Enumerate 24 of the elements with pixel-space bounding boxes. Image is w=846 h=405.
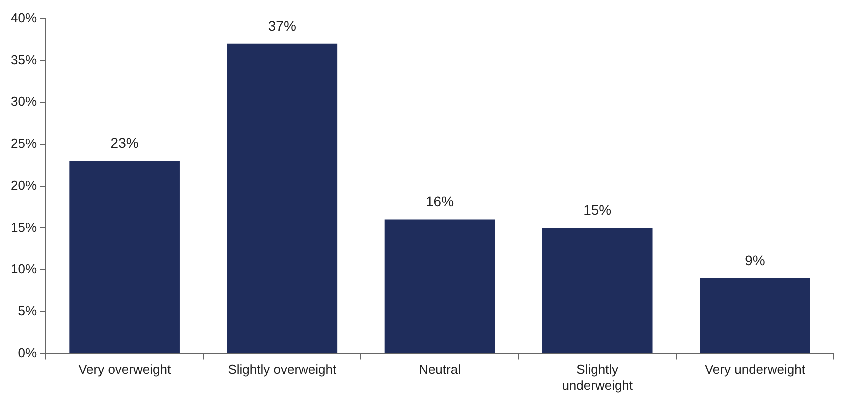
y-tick-label: 35% (10, 52, 38, 68)
y-tick-label: 25% (10, 136, 38, 152)
y-tick-label: 0% (18, 345, 38, 360)
bar (227, 44, 338, 354)
data-label: 9% (745, 252, 766, 268)
y-tick-label: 30% (10, 94, 38, 110)
bar (70, 161, 180, 354)
bar (384, 220, 496, 354)
x-tick-label: Slightly underweight (562, 362, 634, 393)
data-label: 16% (426, 194, 454, 210)
data-label: 37% (268, 18, 296, 34)
data-label: 15% (584, 202, 612, 218)
bar (542, 228, 653, 354)
x-tick-label: Very underweight (704, 362, 806, 378)
x-tick-label: Neutral (419, 362, 462, 378)
y-tick-label: 20% (10, 178, 38, 193)
x-tick-label: Very overweight (78, 362, 172, 378)
y-tick-label: 5% (18, 304, 38, 319)
y-tick-label: 40% (10, 10, 38, 26)
x-tick-label: Slightly overweight (228, 362, 337, 378)
y-tick-label: 15% (10, 220, 38, 235)
data-label: 23% (110, 135, 139, 152)
bar (700, 278, 810, 354)
y-tick-label: 10% (10, 262, 38, 277)
